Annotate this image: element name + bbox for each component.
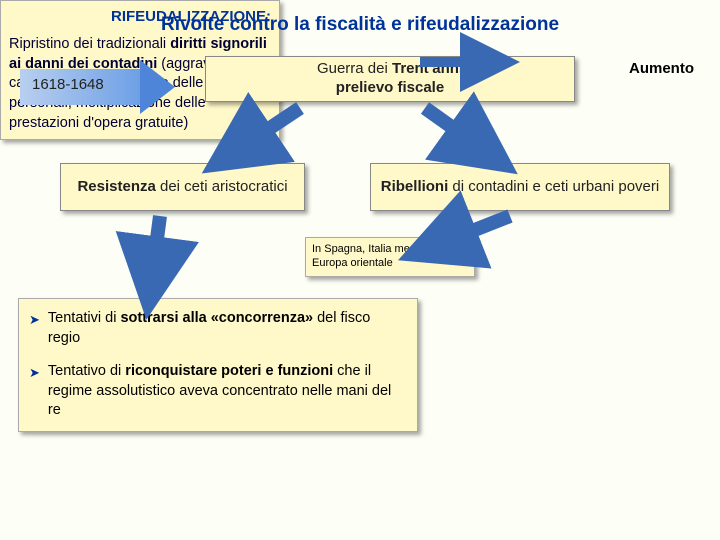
connector-arrows: [0, 0, 720, 540]
